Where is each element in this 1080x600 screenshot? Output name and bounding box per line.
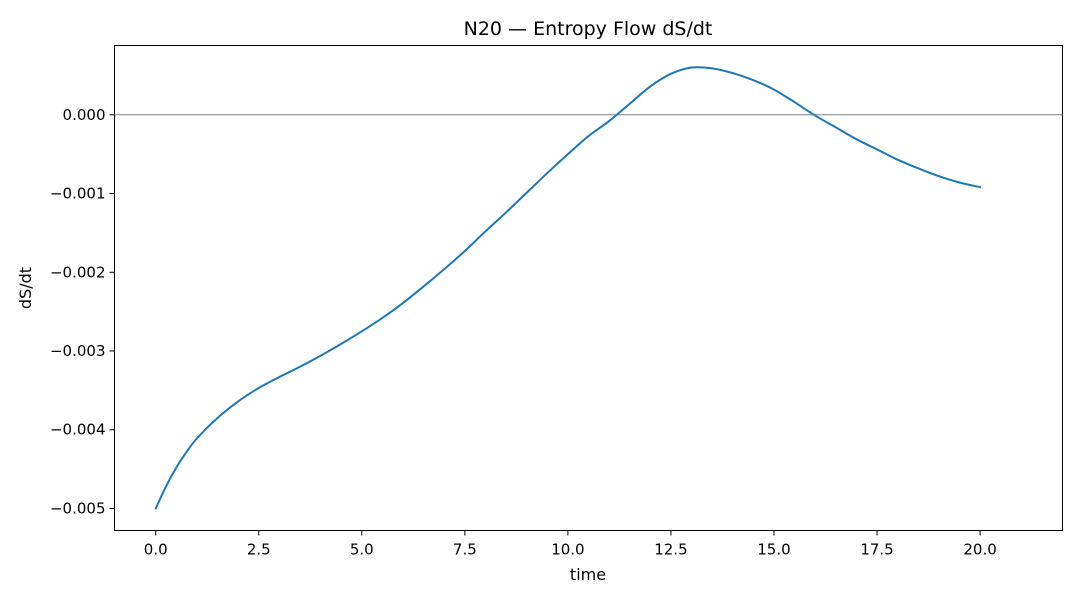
x-tick-label: 0.0: [144, 541, 168, 559]
y-tick-label: −0.003: [50, 342, 106, 360]
y-axis-label: dS/dt: [16, 267, 35, 309]
x-tick-label: 15.0: [757, 541, 790, 559]
x-tick-label: 20.0: [963, 541, 996, 559]
x-tick-label: 17.5: [860, 541, 893, 559]
y-tick-label: −0.002: [50, 263, 106, 281]
y-axis-ticks: −0.005 −0.004 −0.003 −0.002 −0.001 0.000: [50, 106, 115, 517]
series-line-dsdt: [154, 66, 982, 510]
x-tick-label: 10.0: [551, 541, 584, 559]
x-axis-ticks: 0.0 2.5 5.0 7.5 10.0 12.5 15.0 17.5 20.0: [144, 530, 997, 559]
y-tick-label: 0.000: [63, 106, 106, 124]
plot-frame: [114, 45, 1063, 531]
x-tick-label: 2.5: [247, 541, 271, 559]
x-tick-label: 7.5: [453, 541, 477, 559]
x-tick-label: 5.0: [350, 541, 374, 559]
x-axis-label: time: [570, 565, 606, 584]
y-tick-label: −0.004: [50, 421, 106, 439]
chart-title: N20 — Entropy Flow dS/dt: [464, 18, 713, 40]
y-tick-label: −0.005: [50, 499, 106, 517]
y-tick-label: −0.001: [50, 185, 106, 203]
x-tick-label: 12.5: [654, 541, 687, 559]
